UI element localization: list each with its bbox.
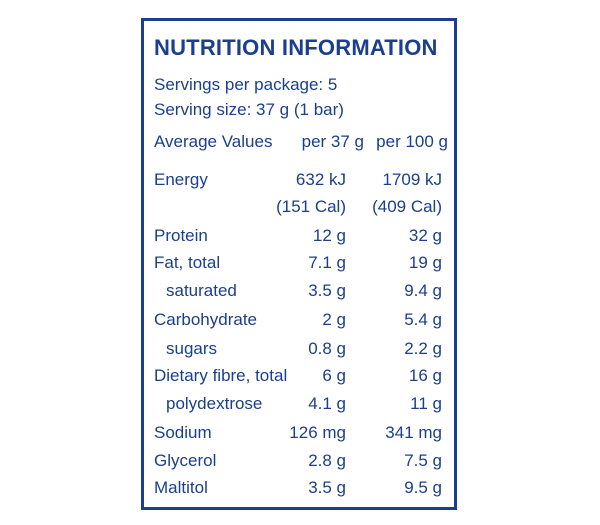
table-row: polydextrose 4.1 g 11 g xyxy=(144,394,454,418)
serving-size: Serving size: 37 g (1 bar) xyxy=(154,100,344,119)
table-row: (151 Cal) (409 Cal) xyxy=(144,197,454,221)
table-row: saturated 3.5 g 9.4 g xyxy=(144,281,454,305)
table-row: Protein 12 g 32 g xyxy=(144,226,454,250)
row-per-serving: 0.8 g xyxy=(308,339,346,358)
row-per-serving: 3.5 g xyxy=(308,281,346,300)
row-per-serving: 12 g xyxy=(312,226,346,245)
row-per-serving: 6 g xyxy=(322,366,346,385)
row-per-100g: 5.4 g xyxy=(404,310,442,329)
table-header: Average Values per 37 g per 100 g xyxy=(144,132,454,156)
table-row: Energy 632 kJ 1709 kJ xyxy=(144,170,454,194)
row-label: Protein xyxy=(154,226,208,245)
row-per-100g: 19 g xyxy=(408,253,442,272)
header-col-per-100g: per 100 g xyxy=(376,132,448,151)
row-per-serving: 7.1 g xyxy=(308,253,346,272)
row-per-100g: 7.5 g xyxy=(404,451,442,470)
row-label: sugars xyxy=(166,339,218,358)
nutrition-panel: NUTRITION INFORMATION Servings per packa… xyxy=(141,18,457,510)
row-per-100g: 11 g xyxy=(410,394,442,413)
row-label: Energy xyxy=(154,170,208,189)
row-per-100g: 1709 kJ xyxy=(382,170,442,189)
row-per-serving: 126 mg xyxy=(289,423,346,442)
row-per-100g: 2.2 g xyxy=(404,339,442,358)
row-per-serving: 2.8 g xyxy=(308,451,346,470)
table-row: Sodium 126 mg 341 mg xyxy=(144,423,454,447)
header-label: Average Values xyxy=(154,132,273,151)
table-row: Maltitol 3.5 g 9.5 g xyxy=(144,478,454,502)
row-label: Dietary fibre, total xyxy=(154,366,288,385)
row-label: saturated xyxy=(166,281,237,300)
row-per-serving: 4.1 g xyxy=(308,394,346,413)
row-label: Glycerol xyxy=(154,451,217,470)
row-per-serving: (151 Cal) xyxy=(276,197,346,216)
row-per-100g: 16 g xyxy=(408,366,442,385)
table-row: Carbohydrate 2 g 5.4 g xyxy=(144,310,454,334)
row-per-serving: 2 g xyxy=(322,310,346,329)
header-col-per-serving: per 37 g xyxy=(301,132,364,151)
row-label: Fat, total xyxy=(154,253,221,272)
table-row: Fat, total 7.1 g 19 g xyxy=(144,253,454,277)
row-per-serving: 632 kJ xyxy=(295,170,346,189)
row-label: polydextrose xyxy=(166,394,263,413)
table-row: Glycerol 2.8 g 7.5 g xyxy=(144,451,454,475)
row-per-100g: 341 mg xyxy=(385,423,442,442)
row-label: Maltitol xyxy=(154,478,208,497)
servings-per-package: Servings per package: 5 xyxy=(154,75,338,94)
row-per-100g: (409 Cal) xyxy=(372,197,442,216)
row-per-100g: 9.4 g xyxy=(404,281,442,300)
table-row: sugars 0.8 g 2.2 g xyxy=(144,339,454,363)
row-label: Sodium xyxy=(154,423,212,442)
row-per-100g: 9.5 g xyxy=(404,478,442,497)
table-row: Dietary fibre, total 6 g 16 g xyxy=(144,366,454,390)
row-per-100g: 32 g xyxy=(408,226,442,245)
row-per-serving: 3.5 g xyxy=(308,478,346,497)
panel-title: NUTRITION INFORMATION xyxy=(154,35,438,60)
row-label: Carbohydrate xyxy=(154,310,258,329)
